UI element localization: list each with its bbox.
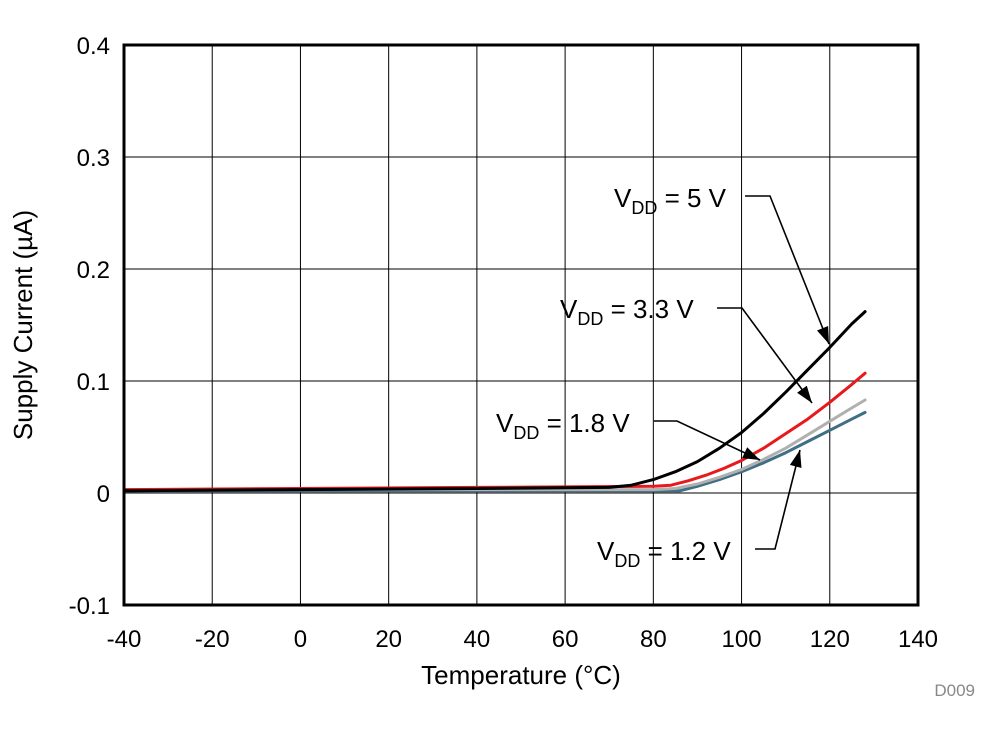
series-annotation: VDD = 3.3 V [560, 294, 813, 404]
y-tick-labels: -0.1 0 0.1 0.2 0.3 0.4 [69, 33, 110, 620]
x-tick-label: 100 [722, 626, 762, 653]
series-layer [122, 310, 867, 493]
series-line [122, 398, 867, 492]
x-tick-label: 60 [552, 626, 579, 653]
plot-frame [122, 43, 920, 607]
arrowhead [797, 385, 812, 403]
annotation-leader [717, 307, 813, 404]
series-annotation-label: VDD = 1.8 V [496, 408, 630, 443]
y-tick-label: 0.1 [77, 369, 110, 396]
x-tick-label: 40 [464, 626, 491, 653]
x-tick-label: -20 [195, 626, 230, 653]
x-tick-label: 20 [375, 626, 402, 653]
x-tick-label: -40 [107, 626, 142, 653]
series-annotation: VDD = 1.8 V [496, 408, 761, 461]
x-tick-label: 140 [898, 626, 938, 653]
arrowhead [742, 447, 760, 460]
x-tick-label: 0 [294, 626, 307, 653]
y-tick-label: 0.4 [77, 33, 110, 60]
y-tick-label: 0.3 [77, 145, 110, 172]
y-tick-label: -0.1 [69, 593, 110, 620]
series-annotation: VDD = 1.2 V [597, 449, 802, 571]
arrowhead [789, 450, 802, 468]
series-annotation: VDD = 5 V [614, 183, 830, 345]
x-axis-label: Temperature (°C) [421, 660, 621, 690]
annotation-leader [745, 195, 830, 345]
y-tick-label: 0.2 [77, 257, 110, 284]
y-tick-label: 0 [97, 481, 110, 508]
grid [123, 44, 919, 606]
annotations: VDD = 5 V VDD = 3.3 V VDD = 1.8 V VDD = 1.2… [496, 183, 830, 571]
series-annotation-label: VDD = 1.2 V [597, 536, 731, 571]
x-tick-label: 80 [640, 626, 667, 653]
arrowhead [817, 326, 829, 344]
x-tick-label: 120 [810, 626, 850, 653]
x-tick-labels: -40 -20 0 20 40 60 80 100 120 140 [107, 626, 938, 653]
series-annotation-label: VDD = 5 V [614, 183, 727, 218]
annotation-leader [654, 420, 761, 461]
y-axis-label: Supply Current (µA) [8, 210, 38, 440]
figure-id: D009 [934, 681, 975, 700]
series-line [122, 371, 867, 492]
series-line [122, 410, 867, 493]
series-line [122, 310, 867, 493]
series-annotation-label: VDD = 3.3 V [560, 294, 694, 329]
annotation-leader [755, 449, 801, 550]
